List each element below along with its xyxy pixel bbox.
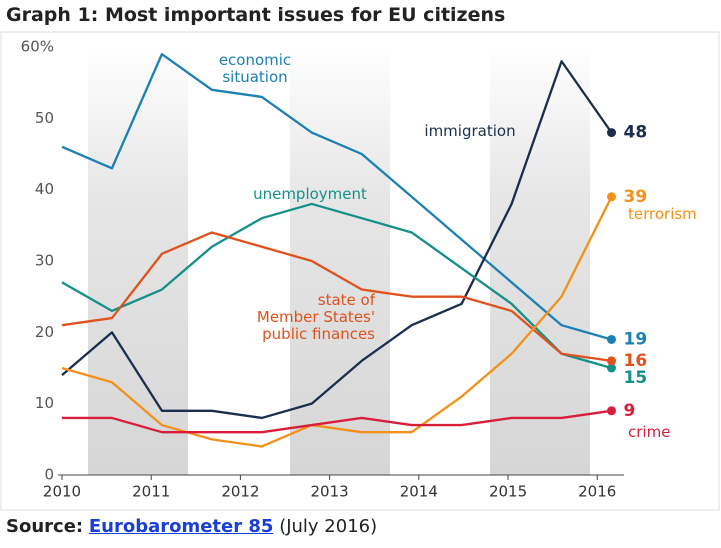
- end-point: [607, 356, 617, 366]
- value-label: 48: [624, 123, 648, 143]
- band: [290, 47, 390, 475]
- x-tick-label: 2016: [578, 483, 616, 501]
- y-tick-label: 40: [35, 180, 54, 198]
- y-tick-label: 10: [35, 394, 54, 412]
- x-tick-label: 2011: [132, 483, 170, 501]
- x-tick-label: 2010: [43, 483, 81, 501]
- legend-label: economic situation: [218, 52, 292, 86]
- end-point: [607, 363, 617, 373]
- value-label: 39: [624, 187, 648, 207]
- x-tick-label: 2014: [400, 483, 438, 501]
- frame: [0, 31, 720, 511]
- legend-label: crime: [628, 424, 671, 441]
- end-point: [607, 192, 617, 202]
- series-name: economic situation: [218, 52, 292, 86]
- series-name: state of Member States' public finances: [256, 292, 375, 343]
- y-tick-label: 20: [35, 323, 54, 341]
- series-name: crime: [628, 424, 671, 441]
- series-line: [62, 409, 612, 434]
- x-tick-label: 2015: [489, 483, 527, 501]
- source-date: (July 2016): [279, 516, 378, 537]
- series-line: [61, 60, 613, 420]
- series-name: immigration: [424, 123, 516, 140]
- value-label: 16: [624, 351, 648, 371]
- value-label: 9: [624, 401, 636, 421]
- end-point: [607, 128, 617, 138]
- source-label: Source:: [6, 516, 84, 537]
- end-point: [607, 334, 617, 344]
- source-link[interactable]: Eurobarometer 85: [88, 516, 274, 537]
- chart-title: Graph 1: Most important issues for EU ci…: [6, 4, 506, 26]
- legend-label: terrorism: [628, 206, 697, 223]
- end-point: [607, 406, 617, 416]
- series-line: [61, 202, 612, 370]
- y-tick-label: 0: [44, 466, 54, 484]
- series-line: [61, 231, 612, 363]
- series-name: unemployment: [253, 186, 367, 203]
- band: [490, 47, 590, 475]
- x-tick-label: 2012: [221, 483, 259, 501]
- legend-label: state of Member States' public finances: [256, 292, 375, 343]
- y-tick-label: 60%: [21, 38, 54, 56]
- series-line: [61, 196, 613, 448]
- y-tick-label: 50: [35, 109, 54, 127]
- value-label: 19: [624, 329, 648, 349]
- legend-label: immigration: [424, 123, 516, 140]
- series-name: terrorism: [628, 206, 697, 223]
- legend-label: unemployment: [253, 186, 367, 203]
- value-label: 15: [624, 368, 648, 388]
- y-tick-label: 30: [35, 252, 54, 270]
- series-line: [61, 52, 612, 341]
- source: Source: Eurobarometer 85 (July 2016): [6, 516, 377, 537]
- x-tick-label: 2013: [311, 483, 349, 501]
